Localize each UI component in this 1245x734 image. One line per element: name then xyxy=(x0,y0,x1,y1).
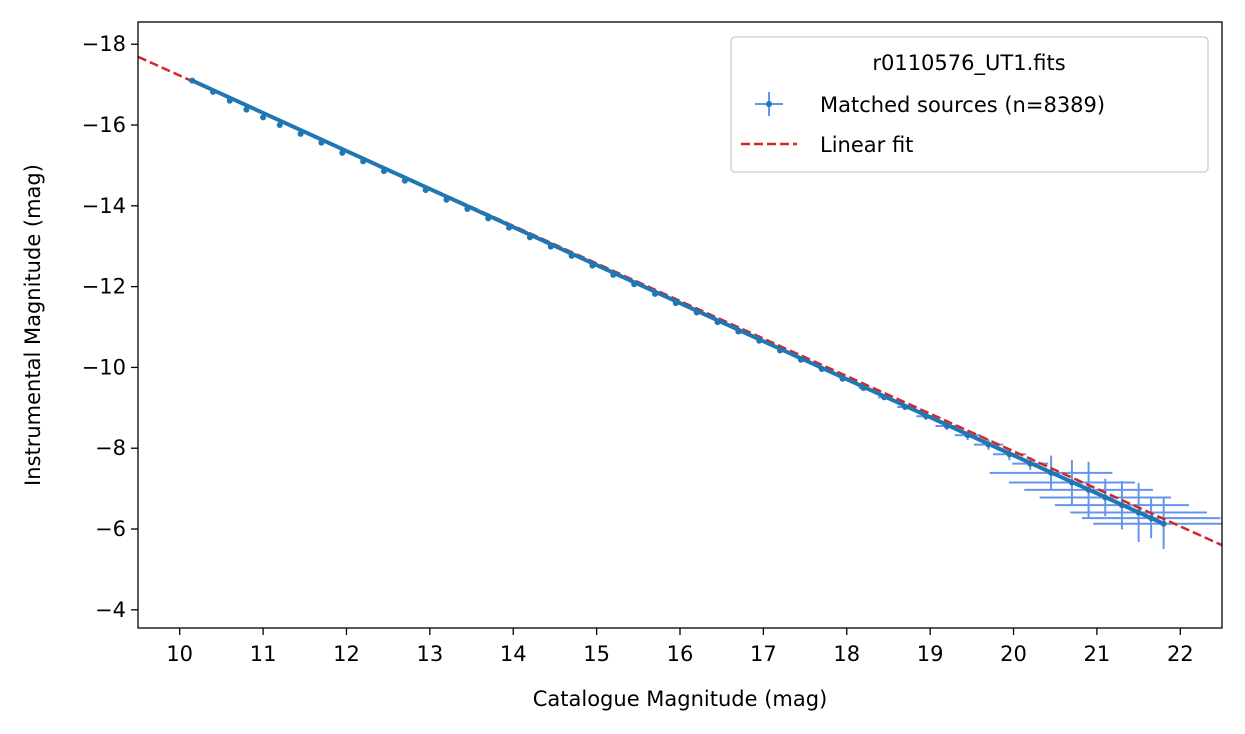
data-point xyxy=(360,158,367,165)
data-point xyxy=(297,130,304,137)
data-point xyxy=(276,122,283,129)
data-point xyxy=(651,290,658,297)
data-point xyxy=(226,97,233,104)
x-tick-label: 22 xyxy=(1167,642,1194,666)
data-point xyxy=(1068,479,1075,486)
x-tick-label: 11 xyxy=(250,642,277,666)
data-point xyxy=(964,432,971,439)
x-tick-label: 18 xyxy=(833,642,860,666)
data-point xyxy=(526,234,533,241)
data-point xyxy=(189,77,196,84)
data-point xyxy=(1085,486,1092,493)
y-axis-label: Instrumental Magnitude (mag) xyxy=(21,164,45,486)
data-point xyxy=(881,394,888,401)
y-tick-label: −12 xyxy=(82,275,126,299)
y-tick-label: −8 xyxy=(95,436,126,460)
data-point xyxy=(380,168,387,175)
y-tick-label: −18 xyxy=(82,32,126,56)
data-point xyxy=(756,337,763,344)
data-point xyxy=(777,347,784,354)
data-point xyxy=(1102,494,1109,501)
legend-label-linear-fit: Linear fit xyxy=(820,133,913,157)
data-point xyxy=(422,187,429,194)
data-point xyxy=(243,106,250,113)
x-tick-label: 17 xyxy=(750,642,777,666)
legend-errorbar-marker xyxy=(755,92,783,116)
data-point xyxy=(902,404,909,411)
x-tick-label: 21 xyxy=(1084,642,1111,666)
data-point xyxy=(1135,509,1142,516)
data-point xyxy=(714,319,721,326)
legend: r0110576_UT1.fits Matched sources (n=838… xyxy=(730,36,1209,173)
y-axis: −4 −6 −8 −10 −12 −14 −16 −18 xyxy=(82,32,138,622)
x-tick-label: 14 xyxy=(500,642,527,666)
x-tick-label: 16 xyxy=(667,642,694,666)
data-point xyxy=(735,328,742,335)
data-point xyxy=(568,252,575,259)
x-tick-label: 12 xyxy=(333,642,360,666)
x-tick-label: 20 xyxy=(1000,642,1027,666)
data-point xyxy=(631,281,638,288)
data-point xyxy=(693,309,700,316)
y-tick-label: −10 xyxy=(82,355,126,379)
data-point xyxy=(485,215,492,222)
data-point xyxy=(943,423,950,429)
y-tick-label: −4 xyxy=(95,598,126,622)
data-point xyxy=(318,139,325,146)
x-tick-label: 15 xyxy=(583,642,610,666)
data-point xyxy=(401,177,408,184)
data-point xyxy=(1118,502,1125,509)
points-layer xyxy=(189,77,1167,527)
y-tick-label: −16 xyxy=(82,113,126,137)
legend-title: r0110576_UT1.fits xyxy=(872,51,1065,76)
data-point xyxy=(1006,451,1013,458)
y-tick-label: −6 xyxy=(95,517,126,541)
data-point xyxy=(443,196,450,203)
data-point xyxy=(818,366,825,373)
legend-label-matched-sources: Matched sources (n=8389) xyxy=(820,93,1105,117)
y-tick-label: −14 xyxy=(82,194,126,218)
data-point xyxy=(1027,460,1034,467)
data-point xyxy=(797,356,804,363)
data-point xyxy=(1048,469,1055,476)
data-point xyxy=(860,385,867,392)
legend-box xyxy=(730,36,1209,173)
data-point xyxy=(839,375,846,382)
data-point xyxy=(1148,515,1155,522)
x-tick-label: 13 xyxy=(416,642,443,666)
legend-point xyxy=(766,101,772,107)
data-point xyxy=(339,149,346,156)
x-tick-label: 19 xyxy=(917,642,944,666)
data-point xyxy=(506,224,513,231)
data-point xyxy=(1160,520,1167,527)
x-axis: 10 11 12 13 14 15 16 17 18 19 20 21 22 xyxy=(166,628,1194,666)
x-axis-label: Catalogue Magnitude (mag) xyxy=(533,687,828,711)
data-point xyxy=(985,441,992,448)
data-point xyxy=(210,88,217,95)
data-point xyxy=(672,300,679,307)
data-point xyxy=(610,271,617,278)
x-tick-label: 10 xyxy=(166,642,193,666)
data-point xyxy=(464,206,471,213)
data-point xyxy=(922,413,929,420)
data-point xyxy=(547,243,554,250)
data-point xyxy=(260,114,267,121)
data-point xyxy=(589,262,596,269)
